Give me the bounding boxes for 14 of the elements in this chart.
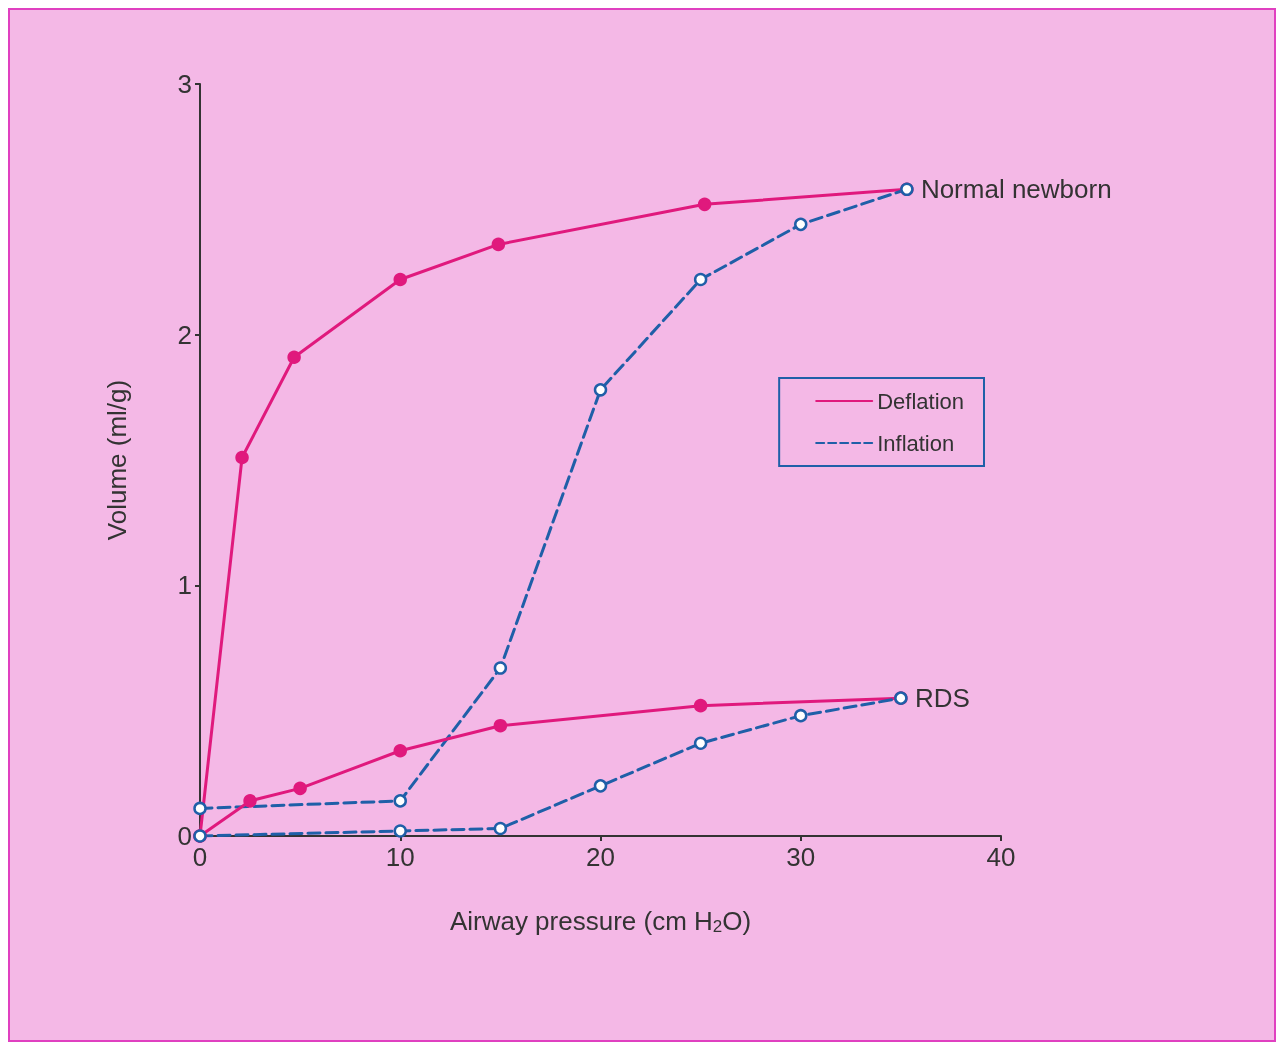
x-tick-label: 10 bbox=[385, 842, 415, 872]
x-tick-label: 20 bbox=[586, 842, 615, 872]
y-tick-label: 2 bbox=[177, 319, 192, 350]
x-tick-label: 40 bbox=[986, 842, 1016, 872]
y-tick-label: 0 bbox=[177, 821, 192, 851]
y-tick-label: 3 bbox=[177, 69, 192, 99]
legend-label: Inflation bbox=[877, 430, 955, 456]
x-axis-title: Airway pressure (cm H2O) bbox=[449, 905, 752, 936]
annotation: Normal newborn bbox=[920, 174, 1112, 205]
legend-label: Deflation bbox=[877, 388, 965, 414]
x-tick-label: 30 bbox=[786, 842, 816, 872]
annotation: RDS bbox=[914, 683, 970, 714]
y-axis-title: Volume (ml/g) bbox=[102, 379, 132, 541]
y-tick-label: 1 bbox=[177, 570, 192, 601]
